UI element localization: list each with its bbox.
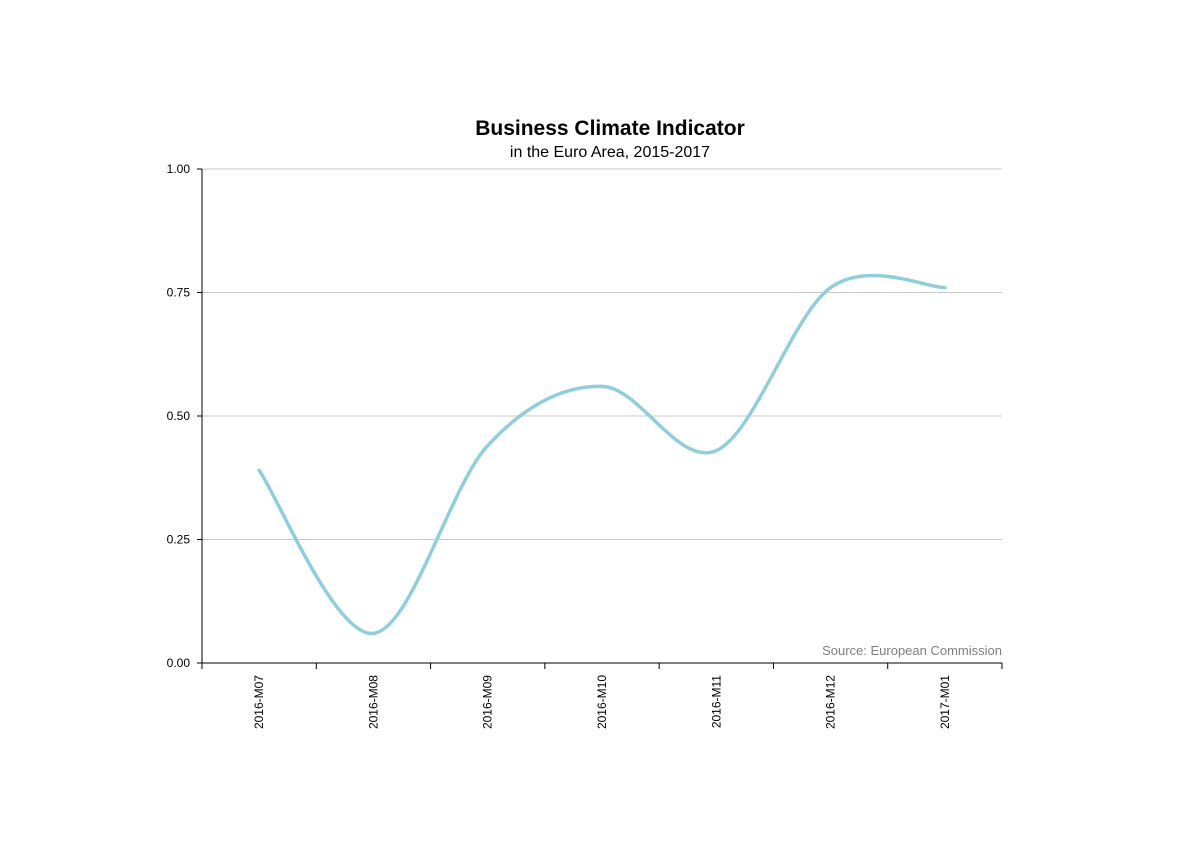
chart-subtitle: in the Euro Area, 2015-2017	[510, 144, 710, 161]
x-tick-label: 2017-M01	[938, 675, 952, 729]
x-tick-label: 2016-M08	[366, 675, 380, 729]
x-tick-label: 2016-M11	[709, 675, 723, 728]
gridlines	[202, 168, 1002, 540]
x-tick-label: 2016-M12	[824, 675, 838, 729]
source-note: Source: European Commission	[822, 643, 1002, 658]
y-tick-label: 1.00	[167, 162, 191, 176]
x-tick-label: 2016-M07	[252, 675, 266, 729]
chart-title: Business Climate Indicator	[475, 117, 745, 140]
y-axis-ticks: 0.00 0.25 0.50 0.75 1.00	[167, 162, 202, 670]
series-line	[257, 273, 947, 636]
y-tick-label: 0.75	[167, 286, 191, 300]
y-tick-label: 0.25	[167, 533, 191, 547]
y-tick-label: 0.50	[167, 409, 191, 423]
y-tick-label: 0.00	[167, 656, 191, 670]
axes	[201, 169, 1002, 664]
x-tick-label: 2016-M09	[481, 675, 495, 729]
series-layer	[257, 273, 947, 636]
x-axis-ticks: 2016-M07 2016-M08 2016-M09 2016-M10 2016-M11…	[201, 663, 1003, 729]
x-tick-label: 2016-M10	[595, 675, 609, 729]
